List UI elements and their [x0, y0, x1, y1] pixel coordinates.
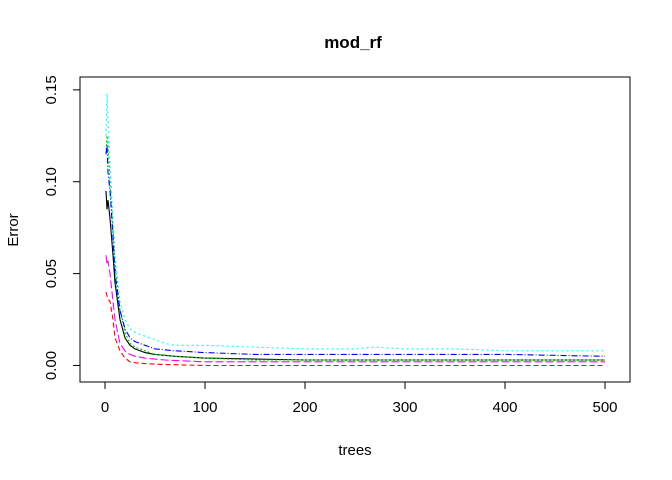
- series-line-5: [105, 93, 605, 352]
- x-axis: 0 100 200 300 400 500: [101, 381, 618, 416]
- y-tick-label: 0.10: [43, 167, 60, 196]
- plot-area: [105, 93, 606, 367]
- plot-frame: [79, 76, 631, 383]
- x-tick-label: 400: [492, 399, 517, 416]
- x-axis-label: trees: [338, 442, 371, 459]
- y-axis: 0.00 0.05 0.10 0.15: [43, 75, 81, 380]
- y-tick-label: 0.05: [43, 259, 60, 288]
- series-line-2: [105, 291, 605, 367]
- series-line-1: [105, 190, 605, 361]
- series-line-3: [105, 135, 605, 361]
- x-tick-label: 300: [392, 399, 417, 416]
- x-tick-label: 200: [292, 399, 317, 416]
- x-tick-label: 0: [101, 399, 109, 416]
- x-tick-label: 100: [192, 399, 217, 416]
- y-tick-label: 0.15: [43, 75, 60, 104]
- chart-title: mod_rf: [324, 33, 382, 52]
- y-tick-label: 0.00: [43, 351, 60, 380]
- y-axis-label: Error: [5, 213, 22, 246]
- series-line-6: [105, 255, 605, 363]
- series-line-4: [105, 144, 606, 357]
- x-tick-label: 500: [592, 399, 617, 416]
